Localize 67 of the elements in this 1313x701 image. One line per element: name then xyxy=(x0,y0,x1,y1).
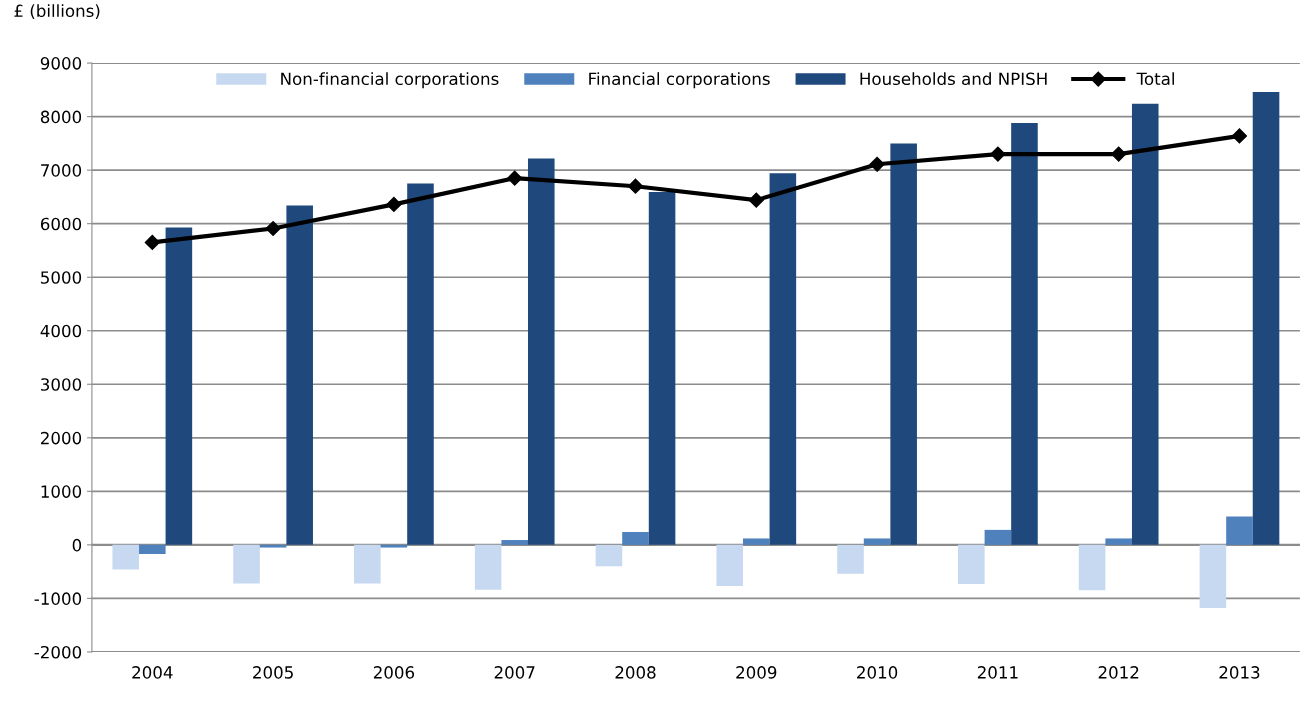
point xyxy=(386,196,402,212)
bar xyxy=(622,532,649,545)
bar xyxy=(648,192,676,545)
y-tick-label: 5000 xyxy=(41,271,82,284)
y-tick-label: 3000 xyxy=(41,378,82,391)
point xyxy=(1231,128,1248,144)
bar xyxy=(527,158,555,545)
y-axis-title: £ (billions) xyxy=(14,4,100,20)
bar xyxy=(380,544,408,548)
legend-label: Financial corporations xyxy=(589,72,770,89)
bar xyxy=(1199,544,1227,609)
y-tick-label: 8000 xyxy=(40,110,82,124)
point xyxy=(748,192,764,208)
point xyxy=(627,178,644,194)
bar xyxy=(769,173,797,545)
y-tick-label: 7000 xyxy=(41,164,82,177)
x-tick-label: 2011 xyxy=(977,666,1018,679)
bar xyxy=(112,544,140,570)
point xyxy=(507,170,523,186)
bar xyxy=(958,544,985,584)
bar xyxy=(501,540,528,545)
bar xyxy=(1011,123,1038,545)
bar xyxy=(1131,103,1159,545)
bar xyxy=(863,538,891,545)
legend-label: Non-financial corporations xyxy=(281,72,499,89)
bar xyxy=(407,183,434,545)
bar xyxy=(354,544,381,584)
legend-label: Households and NPISH xyxy=(860,72,1047,86)
point xyxy=(265,220,281,237)
bar xyxy=(233,544,260,584)
x-tick-label: 2012 xyxy=(1098,666,1139,679)
x-tick-label: 2006 xyxy=(373,666,415,679)
bar xyxy=(595,544,623,567)
bar xyxy=(286,205,313,545)
bar xyxy=(1252,92,1280,545)
bar xyxy=(984,529,1012,545)
y-tick-label: -1000 xyxy=(34,592,82,605)
bar xyxy=(139,544,166,554)
point xyxy=(1111,146,1127,162)
y-tick-label: 1000 xyxy=(41,485,82,498)
bar xyxy=(743,538,770,545)
bar xyxy=(837,544,864,574)
bar xyxy=(890,143,917,545)
bar xyxy=(1105,538,1132,545)
x-tick-label: 2008 xyxy=(615,666,656,679)
bar xyxy=(1078,544,1106,591)
bar xyxy=(259,544,287,548)
x-tick-label: 2007 xyxy=(494,666,535,679)
x-tick-label: 2004 xyxy=(132,666,173,679)
y-tick-label: 0 xyxy=(72,538,82,552)
point xyxy=(144,234,160,250)
point xyxy=(990,146,1006,162)
bar xyxy=(716,544,743,587)
y-tick-label: 6000 xyxy=(40,217,82,231)
point xyxy=(869,156,885,172)
y-tick-label: 9000 xyxy=(40,57,82,70)
bar xyxy=(474,544,502,590)
x-tick-label: 2009 xyxy=(736,666,777,679)
x-tick-label: 2013 xyxy=(1219,666,1260,679)
x-tick-label: 2010 xyxy=(857,666,898,679)
bar xyxy=(165,227,193,545)
legend-label: Total xyxy=(1136,72,1174,86)
y-tick-label: 4000 xyxy=(40,324,82,338)
y-tick-label: -2000 xyxy=(34,645,82,659)
x-tick-label: 2005 xyxy=(253,666,293,679)
y-tick-label: 2000 xyxy=(40,431,82,445)
bar xyxy=(1226,516,1253,545)
